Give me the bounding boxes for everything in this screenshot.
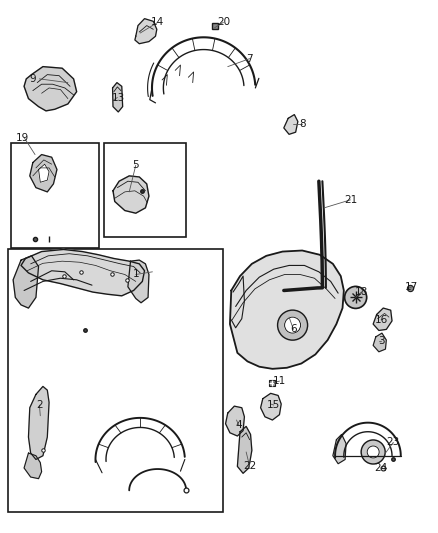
Text: 1: 1 xyxy=(132,270,139,279)
Text: 16: 16 xyxy=(374,315,388,325)
Polygon shape xyxy=(135,19,157,44)
Polygon shape xyxy=(261,393,281,420)
Polygon shape xyxy=(13,256,39,308)
Polygon shape xyxy=(128,260,149,303)
Text: 21: 21 xyxy=(344,195,357,205)
Polygon shape xyxy=(39,164,49,182)
Text: 17: 17 xyxy=(405,282,418,292)
Polygon shape xyxy=(28,386,49,459)
Polygon shape xyxy=(237,426,252,473)
Circle shape xyxy=(285,317,300,333)
Text: 2: 2 xyxy=(36,400,43,410)
Polygon shape xyxy=(226,406,244,436)
Text: 18: 18 xyxy=(355,287,368,297)
Polygon shape xyxy=(21,249,145,296)
Polygon shape xyxy=(284,115,298,134)
Polygon shape xyxy=(230,251,344,369)
Bar xyxy=(104,143,186,237)
Circle shape xyxy=(367,446,379,458)
Text: 15: 15 xyxy=(267,400,280,410)
Polygon shape xyxy=(30,155,57,192)
Text: 3: 3 xyxy=(378,336,385,346)
Polygon shape xyxy=(113,176,149,213)
Text: 5: 5 xyxy=(132,160,139,170)
Text: 6: 6 xyxy=(290,325,297,334)
Text: 20: 20 xyxy=(217,18,230,27)
Polygon shape xyxy=(373,308,392,330)
Polygon shape xyxy=(24,453,42,479)
Polygon shape xyxy=(333,434,346,464)
Polygon shape xyxy=(113,83,123,112)
Polygon shape xyxy=(24,67,77,111)
Text: 7: 7 xyxy=(246,54,253,63)
Bar xyxy=(8,249,223,512)
Text: 14: 14 xyxy=(151,18,164,27)
Circle shape xyxy=(345,286,367,309)
Polygon shape xyxy=(373,333,386,352)
Text: 4: 4 xyxy=(235,421,242,430)
Bar xyxy=(11,143,99,248)
Text: 19: 19 xyxy=(16,133,29,142)
Text: 9: 9 xyxy=(29,74,36,84)
Text: 13: 13 xyxy=(112,93,125,102)
Text: 24: 24 xyxy=(374,463,388,473)
Text: 11: 11 xyxy=(273,376,286,386)
Text: 23: 23 xyxy=(387,438,400,447)
Text: 8: 8 xyxy=(299,119,306,128)
Text: 22: 22 xyxy=(243,462,256,471)
Circle shape xyxy=(361,440,385,464)
Circle shape xyxy=(278,310,307,340)
